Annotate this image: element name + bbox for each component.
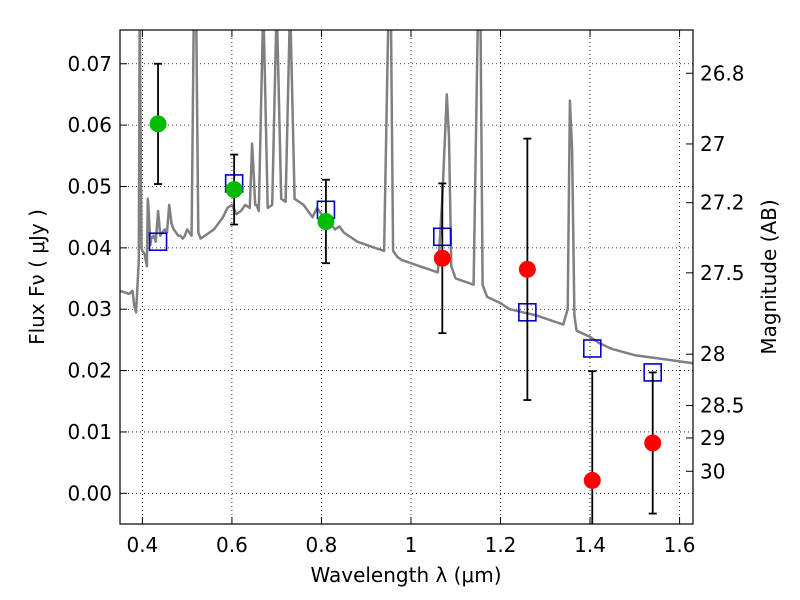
model-photometry-square [148, 232, 168, 252]
y-tick-label: 0.05 [67, 174, 112, 198]
x-tick-label: 1 [405, 533, 418, 557]
y-tick-label: 0.07 [67, 52, 112, 76]
detection-point [149, 115, 167, 133]
right-tick-label: 27 [700, 132, 725, 156]
detection-point [225, 181, 243, 199]
x-tick-label: 0.6 [216, 533, 248, 557]
x-tick-label: 1.6 [664, 533, 696, 557]
axes: 0.4 0.6 0.8 1 1.2 1.4 1.6 0.00 0.01 0.02 0.03 0.04 0… [67, 30, 745, 557]
right-tick-label: 29 [700, 426, 725, 450]
x-axis-title: Wavelength λ (μm) [310, 563, 501, 587]
x-tick-label: 0.4 [126, 533, 158, 557]
right-tick-label: 28 [700, 342, 725, 366]
non-detection-point [433, 249, 451, 267]
y-tick-label: 0.04 [67, 236, 112, 260]
y-tick-label: 0.06 [67, 113, 112, 137]
sed-line [120, 30, 693, 365]
x-tick-label: 1.2 [485, 533, 517, 557]
y-tick-label: 0.00 [67, 481, 112, 505]
y-axis-title: Flux Fν ( μJy ) [25, 209, 49, 345]
non-detection-point [583, 471, 601, 489]
plot-background [120, 30, 693, 524]
right-tick-label: 27.5 [700, 261, 745, 285]
x-tick-label: 0.8 [306, 533, 338, 557]
right-tick-label: 28.5 [700, 394, 745, 418]
non-detection-point [644, 434, 662, 452]
y-tick-label: 0.02 [67, 359, 112, 383]
right-tick-label: 30 [700, 459, 725, 483]
y-tick-label: 0.01 [67, 420, 112, 444]
plot-frame [119, 29, 694, 525]
right-tick-label: 26.8 [700, 61, 745, 85]
y-tick-label: 0.03 [67, 297, 112, 321]
non-detection-point [518, 260, 536, 278]
right-tick-label: 27.2 [700, 191, 745, 215]
detection-point [317, 212, 335, 230]
y-right-axis-title: Magnitude (AB) [757, 199, 781, 354]
x-tick-label: 1.4 [574, 533, 606, 557]
model-photometry-square [582, 339, 602, 358]
